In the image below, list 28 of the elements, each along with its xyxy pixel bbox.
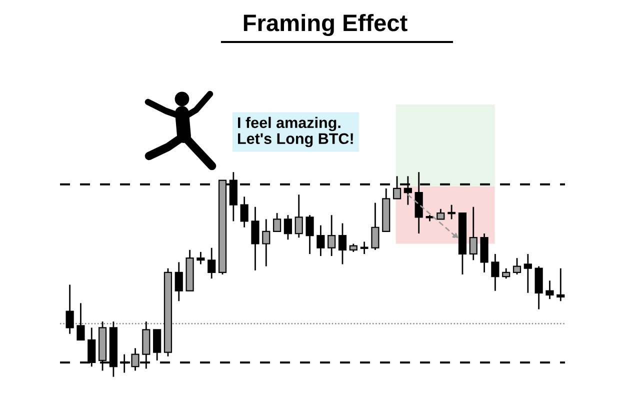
candlestick: [512, 257, 522, 276]
candlestick: [316, 224, 325, 257]
candlestick: [371, 202, 380, 251]
candlestick: [208, 247, 216, 280]
candlestick: [153, 329, 162, 362]
candlestick: [491, 253, 500, 292]
candlestick: [556, 268, 565, 302]
candlestick: [469, 206, 478, 261]
candlestick: [273, 212, 282, 232]
candlestick: [436, 208, 445, 220]
candlestick: [174, 261, 183, 302]
text: I feel amazing. Let's Long BTC!: [238, 116, 353, 148]
candlestick: [502, 268, 510, 280]
candlestick: [294, 194, 303, 238]
candlestick: [306, 214, 314, 255]
candlestick: [328, 214, 336, 257]
candlestick: [338, 222, 347, 265]
candlestick: [284, 214, 292, 240]
candlestick: [546, 280, 554, 300]
candlestick: [524, 253, 532, 294]
candlestick: [196, 251, 205, 265]
candlestick: [251, 206, 260, 272]
candlestick: [392, 175, 402, 200]
candlestick: [66, 284, 74, 335]
candlestick: [76, 302, 85, 341]
candlestick: [240, 196, 248, 228]
candlestick: [262, 218, 270, 267]
chart-title: Framing Effect: [244, 14, 408, 36]
